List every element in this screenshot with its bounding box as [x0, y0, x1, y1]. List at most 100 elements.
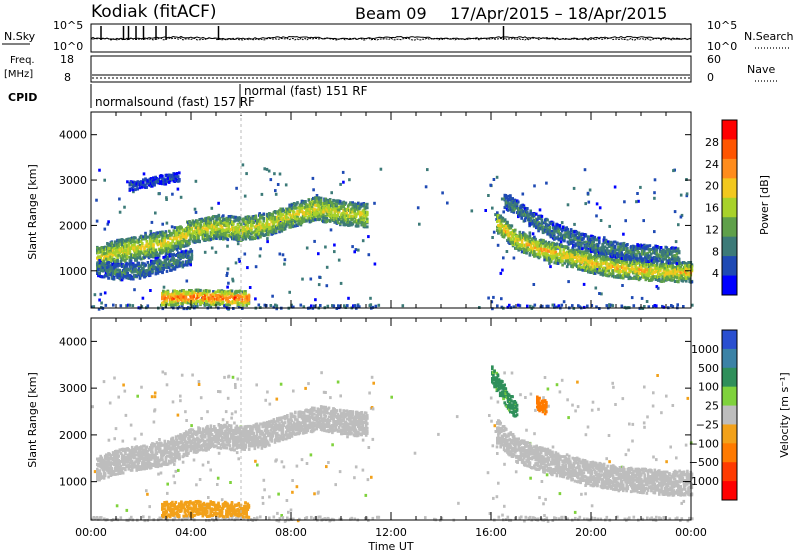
echo-cell [149, 289, 152, 292]
echo-cell [111, 271, 115, 275]
echo-cell [546, 218, 549, 222]
echo-cell [314, 203, 317, 207]
echo-cell [367, 253, 371, 257]
echo-cell [165, 269, 169, 273]
echo-cell [209, 218, 213, 222]
echo-cell [234, 215, 237, 219]
echo-cell [506, 208, 510, 212]
echo-cell [503, 233, 507, 237]
echo-cell [554, 250, 558, 254]
echo-cell [265, 217, 269, 221]
echo-cell [98, 271, 101, 275]
echo-cell [98, 168, 101, 172]
echo-cell [529, 248, 533, 252]
echo-cell [446, 201, 449, 205]
echo-cell [206, 230, 209, 234]
echo-cell [116, 272, 119, 276]
echo-cell [95, 198, 98, 202]
echo-cell [193, 236, 197, 240]
echo-cell [524, 216, 528, 220]
echo-cell [561, 263, 564, 267]
echo-cell [209, 235, 213, 239]
echo-cell [538, 208, 542, 212]
echo-cell [278, 222, 281, 226]
echo-cell [673, 168, 676, 172]
echo-cell [339, 222, 342, 226]
echo-cell [512, 210, 516, 214]
echo-cell [116, 256, 119, 260]
echo-cell [562, 300, 566, 304]
echo-cell [634, 258, 637, 262]
echo-cell [135, 264, 138, 267]
echo-cell [123, 205, 126, 209]
echo-cell [172, 257, 176, 261]
echo-cell [175, 259, 179, 263]
echo-cell [691, 303, 694, 307]
echo-cell [294, 204, 297, 208]
echo-cell [153, 267, 156, 270]
echo-cell [595, 259, 598, 263]
echo-cell [109, 267, 113, 271]
echo-cell [210, 206, 214, 210]
echo-cell [676, 276, 679, 280]
echo-cell [508, 198, 511, 202]
echo-cell [117, 244, 120, 248]
echo-cell [117, 263, 120, 267]
echo-cell [603, 236, 606, 240]
echo-cell [549, 265, 552, 269]
echo-cell [441, 191, 444, 195]
echo-cell [290, 305, 294, 309]
echo-cell [325, 284, 329, 288]
echo-cell [554, 247, 558, 251]
echo-cell [546, 245, 550, 249]
echo-cell [195, 223, 198, 227]
echo-cell [156, 231, 160, 235]
echo-cell [512, 204, 516, 208]
echo-cell [640, 266, 643, 270]
echo-cell [210, 246, 214, 250]
echo-cell [95, 219, 99, 223]
echo-cell [632, 267, 635, 271]
echo-cell [281, 209, 285, 213]
echo-cell [148, 273, 152, 277]
echo-cell [354, 202, 358, 206]
echo-cell [172, 253, 176, 257]
echo-cell [327, 202, 331, 206]
echo-cell [673, 280, 677, 283]
echo-cell [333, 243, 336, 247]
echo-cell [344, 201, 348, 205]
echo-cell [268, 222, 271, 226]
echo-cell [366, 225, 369, 229]
echo-cell [169, 237, 172, 241]
echo-cell [529, 217, 532, 220]
echo-cell [653, 178, 657, 182]
echo-cell [356, 304, 360, 308]
echo-cell [679, 265, 682, 269]
echo-cell [567, 280, 570, 284]
echo-cell [91, 305, 94, 309]
echo-cell [579, 262, 582, 266]
echo-cell [274, 189, 277, 193]
echo-cell [179, 237, 182, 241]
echo-cell [114, 272, 117, 276]
echo-cell [595, 202, 599, 206]
echo-cell [99, 256, 102, 259]
echo-cell [265, 222, 269, 226]
echo-cell [527, 216, 530, 220]
echo-cell [308, 210, 312, 214]
echo-cell [625, 262, 628, 265]
echo-cell [642, 268, 645, 272]
echo-cell [300, 216, 304, 220]
echo-cell [553, 243, 556, 247]
echo-cell [536, 218, 539, 222]
echo-cell [238, 305, 241, 309]
echo-cell [226, 244, 229, 248]
echo-cell [279, 216, 282, 220]
echo-cell [213, 234, 216, 238]
echo-cell [680, 263, 684, 267]
echo-cell [288, 290, 291, 294]
echo-cell [150, 241, 153, 245]
echo-cell [188, 250, 191, 254]
echo-cell [595, 268, 599, 272]
